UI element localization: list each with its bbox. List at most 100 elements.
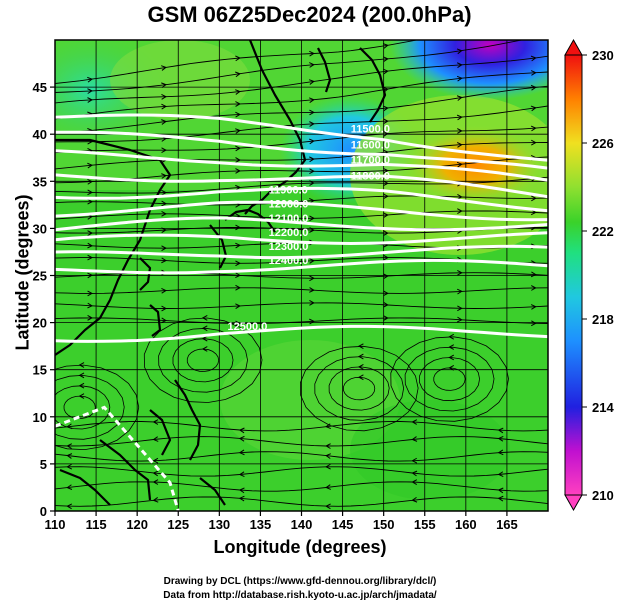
wind-arrow [235, 89, 241, 95]
y-tick-label: 30 [33, 221, 47, 236]
eddy-streamline [55, 364, 140, 451]
wind-arrow [325, 423, 331, 430]
y-axis-ticks: 0 5 10 15 20 25 30 35 40 45 [33, 80, 55, 519]
height-contour [55, 244, 548, 260]
x-tick-label: 120 [126, 517, 148, 532]
y-tick-label: 40 [33, 127, 47, 142]
wind-arrow [161, 82, 167, 89]
wind-arrow [78, 372, 85, 379]
eddy-streamline [314, 356, 405, 421]
wind-arrow [531, 139, 537, 146]
wind-arrow [383, 167, 389, 174]
graticule [55, 40, 548, 511]
streamline [55, 71, 548, 120]
wind-arrow [87, 290, 94, 297]
wind-arrow [235, 101, 241, 107]
wind-arrow [87, 76, 94, 83]
wind-arrow [382, 105, 389, 112]
wind-arrow [87, 97, 94, 103]
streamline [55, 142, 548, 170]
coastlines [55, 40, 387, 506]
wind-arrow [411, 436, 418, 442]
x-tick-label: 130 [208, 517, 230, 532]
height-contour [55, 200, 548, 222]
streamline [55, 40, 419, 84]
wind-arrow [382, 56, 389, 62]
wind-arrow [161, 147, 167, 154]
wind-arrow [309, 121, 315, 127]
streamline [55, 481, 548, 492]
height-contour [55, 113, 548, 162]
wind-arrow [457, 128, 463, 134]
wind-arrow [309, 180, 315, 186]
y-tick-label: 35 [33, 174, 47, 189]
contour-label: 12200.0 [269, 227, 309, 239]
wind-arrow [201, 335, 208, 342]
eddy-streamline [55, 374, 125, 440]
wind-arrow [161, 317, 167, 324]
contour-labels: 11500.0 11600.0 11700.0 11800.0 11900.0 12000… [228, 123, 390, 333]
wind-arrow [152, 470, 159, 477]
wind-arrow [161, 305, 167, 312]
wind-arrow [383, 230, 389, 236]
x-tick-label: 125 [167, 517, 189, 532]
x-tick-label: 165 [496, 517, 518, 532]
wind-arrow [530, 125, 537, 132]
eddy-streamline [172, 338, 234, 383]
wind-arrow [161, 287, 167, 294]
tropical-contour [55, 405, 180, 511]
eddy-streamline [55, 385, 111, 430]
wind-arrow [383, 212, 389, 219]
wind-arrow [325, 503, 331, 510]
wind-arrow [309, 198, 315, 204]
wind-arrow [456, 114, 463, 121]
colorbar-tick-label: 214 [592, 400, 614, 415]
wind-arrow [87, 162, 94, 169]
height-contour [55, 130, 548, 170]
wind-arrow [357, 374, 364, 381]
colorbar-ticks: 210 214 218 222 226 230 [582, 48, 614, 503]
wind-arrow [457, 305, 463, 312]
wind-arrow [325, 443, 331, 449]
colorbar-tick-label: 222 [592, 224, 614, 239]
wind-arrow [497, 435, 504, 442]
wind-arrow [457, 193, 463, 200]
wind-arrow [78, 382, 85, 389]
wind-arrow [497, 449, 504, 456]
contour-label: 11800.0 [351, 170, 390, 182]
wind-arrow [456, 62, 463, 68]
streamline [55, 302, 548, 309]
colorbar-tick-label: 210 [592, 488, 614, 503]
colorbar-max-arrow [564, 38, 583, 56]
wind-arrow [235, 260, 241, 267]
contour-label: 11700.0 [351, 154, 390, 166]
height-contour [55, 186, 548, 213]
wind-arrow [66, 443, 73, 449]
wind-arrow [497, 471, 504, 477]
wind-arrow [161, 94, 167, 100]
height-contour [55, 173, 548, 199]
wind-arrow [87, 230, 94, 236]
wind-arrow [161, 210, 167, 217]
wind-arrow [382, 86, 389, 93]
wind-arrow [235, 224, 241, 231]
wind-arrow [497, 427, 504, 434]
wind-arrow [152, 479, 159, 485]
wind-arrow [308, 79, 315, 85]
wind-arrow [161, 189, 167, 196]
streamline [55, 210, 548, 220]
colorbar-min-arrow [564, 494, 583, 512]
wind-arrow [530, 55, 537, 62]
wind-arrow [383, 193, 389, 200]
map-title: GSM 06Z25Dec2024 (200.0hPa) [147, 2, 472, 27]
x-tick-label: 140 [291, 517, 313, 532]
eddy-streamline [419, 357, 480, 402]
wind-arrow [530, 105, 537, 112]
streamline [55, 451, 548, 462]
streamline [55, 85, 548, 134]
wind-arrow [411, 479, 418, 485]
wind-arrow [309, 287, 315, 293]
streamline [55, 55, 548, 104]
eddy-streamline [143, 317, 263, 403]
height-contours [55, 113, 548, 511]
